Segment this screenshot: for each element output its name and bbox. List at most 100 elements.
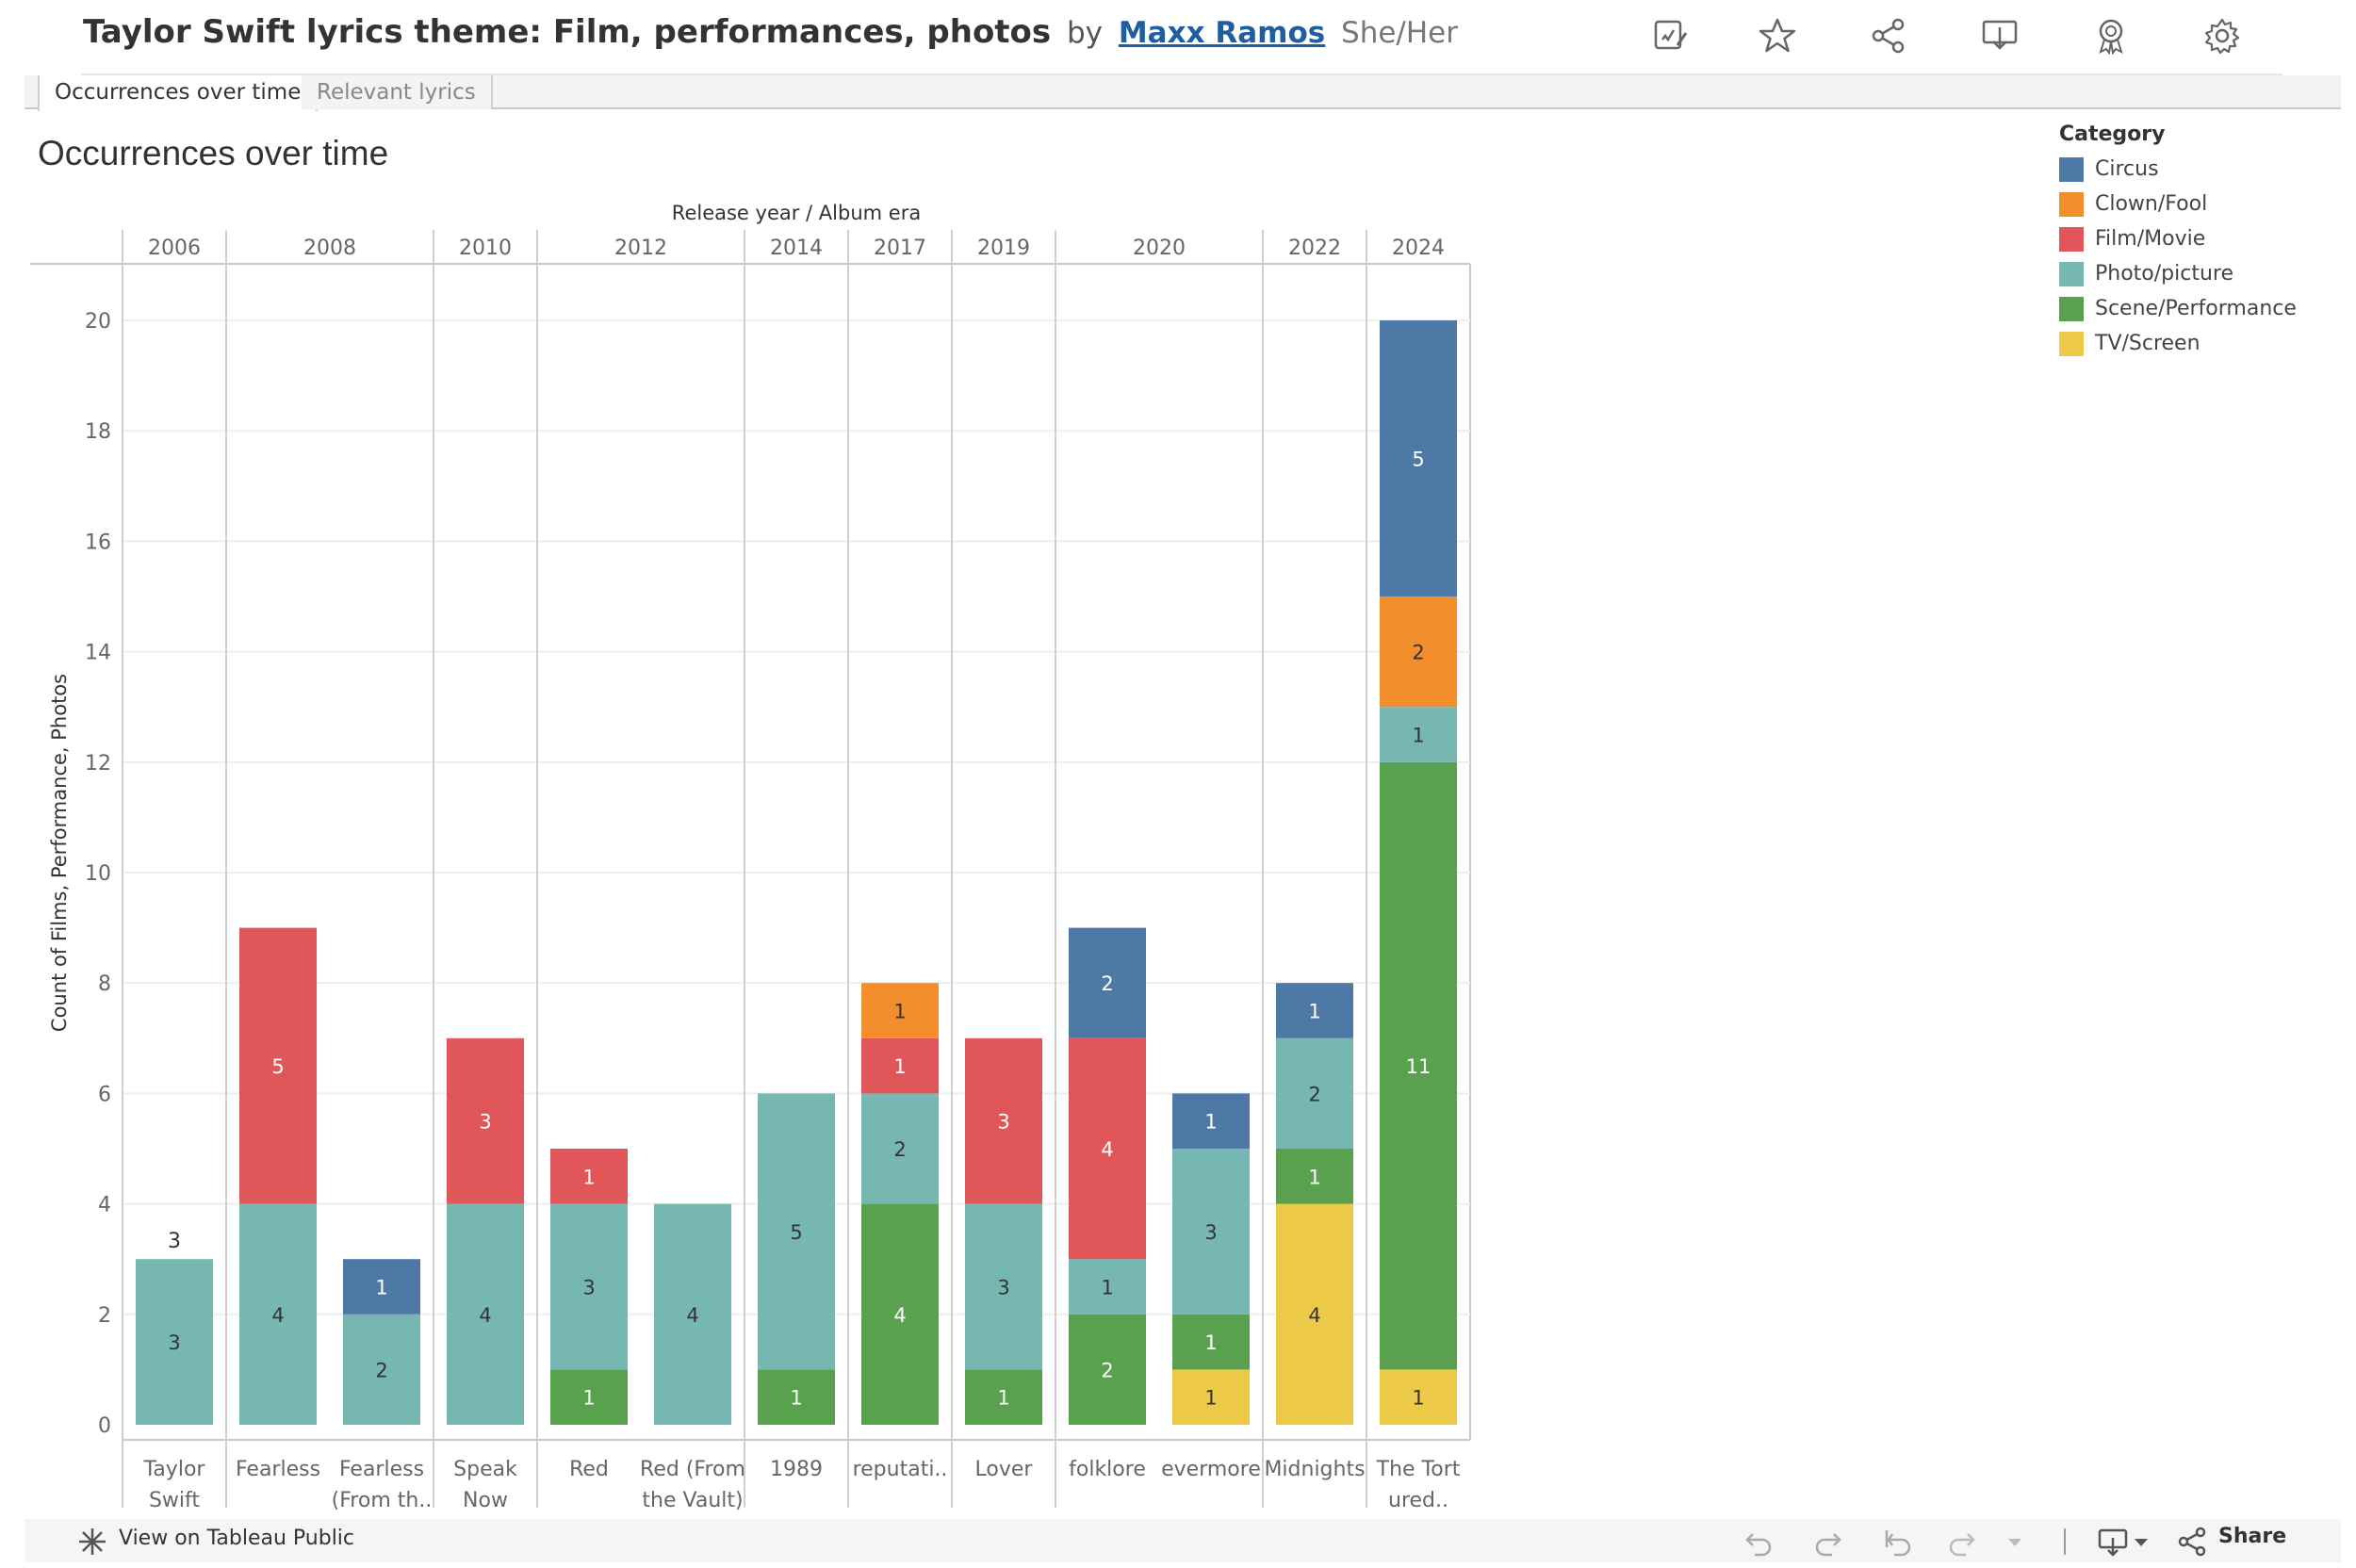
legend-item[interactable]: Circus — [2059, 152, 2297, 187]
category-label: Taylor — [143, 1458, 206, 1481]
bar-value-label: 3 — [997, 1277, 1009, 1299]
bar-value-label: 11 — [1406, 1055, 1432, 1078]
legend-label: TV/Screen — [2095, 332, 2201, 355]
y-tick-label: 8 — [98, 972, 111, 996]
category-label: folklore — [1069, 1458, 1146, 1481]
bar-segment — [1172, 1093, 1250, 1149]
redo-icon[interactable] — [1813, 1527, 1843, 1557]
year-label: 2014 — [770, 237, 823, 260]
legend-swatch — [2059, 226, 2084, 252]
bar-segment — [239, 1203, 317, 1425]
bar-value-label: 2 — [1101, 972, 1113, 995]
share-button[interactable]: Share — [2218, 1525, 2287, 1548]
y-tick-label: 2 — [98, 1304, 111, 1328]
bar-value-label: 4 — [271, 1304, 284, 1327]
category-label: evermore — [1161, 1458, 1261, 1481]
chevron-down-icon[interactable] — [2132, 1527, 2151, 1557]
category-label: Red — [569, 1458, 609, 1481]
bar-value-label: 1 — [1204, 1387, 1217, 1410]
legend-label: Photo/picture — [2095, 262, 2234, 286]
edit-icon[interactable] — [1651, 17, 1689, 55]
bar-value-label: 1 — [1204, 1111, 1217, 1134]
category-label: Lover — [975, 1458, 1034, 1481]
bar-value-label: 3 — [1204, 1221, 1217, 1244]
legend-item[interactable]: Photo/picture — [2059, 256, 2297, 291]
category-label: Red (From — [640, 1458, 745, 1481]
legend-item[interactable]: TV/Screen — [2059, 326, 2297, 361]
badge-icon[interactable] — [2092, 17, 2130, 55]
bar-value-label: 1 — [893, 1055, 906, 1078]
bar-value-label: 1 — [1412, 725, 1424, 747]
bar-segment — [965, 1369, 1042, 1425]
category-label: reputati.. — [853, 1458, 948, 1481]
year-label: 2012 — [614, 237, 667, 260]
bar-segment — [1380, 1369, 1457, 1425]
y-tick-label: 16 — [85, 531, 111, 554]
bar-value-label: 1 — [1204, 1331, 1217, 1354]
bar-segment — [861, 1093, 939, 1204]
bar-segment — [861, 1037, 939, 1094]
y-tick-label: 10 — [85, 862, 111, 886]
bar-segment — [447, 1203, 524, 1425]
x-axis-title: Release year / Album era — [672, 202, 921, 224]
bar-value-label: 5 — [790, 1221, 802, 1244]
bar-value-label: 4 — [686, 1304, 698, 1327]
legend-swatch — [2059, 296, 2084, 321]
bar-value-label: 5 — [271, 1055, 284, 1078]
bar-value-label: 1 — [375, 1277, 387, 1299]
title-line: Taylor Swift lyrics theme: Film, perform… — [83, 13, 1458, 51]
bar-segment — [861, 983, 939, 1038]
chevron-down-icon[interactable] — [2005, 1527, 2024, 1557]
y-tick-label: 12 — [85, 752, 111, 776]
tab-occurrences-over-time[interactable]: Occurrences over time — [38, 75, 319, 111]
bar-value-label: 4 — [479, 1304, 491, 1327]
year-label: 2010 — [459, 237, 512, 260]
bar-value-label: 1 — [582, 1387, 595, 1410]
legend-swatch — [2059, 191, 2084, 217]
refresh-icon[interactable] — [1947, 1527, 1977, 1557]
star-icon[interactable] — [1759, 17, 1796, 55]
bar-segment — [1069, 1259, 1146, 1315]
legend-item[interactable]: Scene/Performance — [2059, 291, 2297, 326]
share-icon[interactable] — [2177, 1527, 2207, 1557]
share-icon[interactable] — [1870, 17, 1907, 55]
category-label: The Tort — [1376, 1458, 1461, 1481]
legend-label: Film/Movie — [2095, 227, 2206, 251]
y-tick-label: 6 — [98, 1083, 111, 1106]
category-label: ured.. — [1388, 1489, 1448, 1512]
category-label: the Vault) — [642, 1489, 743, 1512]
bar-segment — [1276, 1037, 1353, 1149]
download-icon[interactable] — [1981, 17, 2019, 55]
legend-item[interactable]: Clown/Fool — [2059, 187, 2297, 221]
undo-icon[interactable] — [1743, 1527, 1774, 1557]
bar-segment — [965, 1203, 1042, 1370]
sheet-title: Occurrences over time — [38, 134, 389, 172]
bar-segment — [965, 1037, 1042, 1204]
year-label: 2017 — [874, 237, 926, 260]
bar-segment — [758, 1369, 835, 1425]
bar-value-label: 3 — [582, 1277, 595, 1299]
bar-segment — [1069, 927, 1146, 1038]
bar-value-label: 1 — [790, 1387, 802, 1410]
bar-value-label: 1 — [1412, 1387, 1424, 1410]
bar-value-label: 4 — [893, 1304, 906, 1327]
legend-items: Circus Clown/Fool Film/Movie Photo/picture S… — [2059, 152, 2297, 361]
bar-segment — [239, 927, 317, 1204]
legend-item[interactable]: Film/Movie — [2059, 221, 2297, 256]
revert-icon[interactable] — [1883, 1527, 1913, 1557]
view-on-tableau-link[interactable]: View on Tableau Public — [119, 1527, 355, 1550]
legend-label: Circus — [2095, 157, 2159, 181]
header-divider — [81, 74, 2282, 75]
y-axis-title: Count of Films, Performance, Photos — [48, 674, 71, 1032]
bar-segment — [550, 1149, 628, 1204]
year-label: 2024 — [1392, 237, 1445, 260]
gear-icon[interactable] — [2203, 17, 2241, 55]
bar-segment — [343, 1259, 420, 1315]
device-preview-icon[interactable] — [2098, 1527, 2128, 1557]
legend-label: Clown/Fool — [2095, 192, 2208, 216]
author-link[interactable]: Maxx Ramos — [1118, 16, 1326, 50]
tab-relevant-lyrics[interactable]: Relevant lyrics — [302, 75, 493, 109]
bar-value-label: 1 — [1101, 1277, 1113, 1299]
bar-segment — [447, 1037, 524, 1204]
